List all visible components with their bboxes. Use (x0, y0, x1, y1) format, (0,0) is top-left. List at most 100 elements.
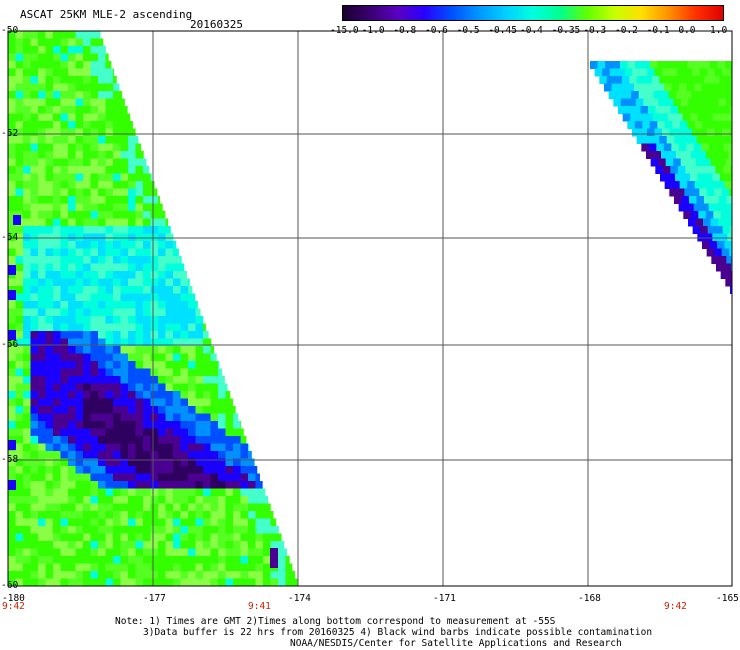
swath-cell (98, 331, 106, 339)
swath-cell (698, 91, 707, 99)
swath-cell (128, 226, 136, 234)
swath-cell (195, 556, 204, 564)
swath-cell (150, 196, 159, 204)
swath-cell (647, 128, 655, 137)
swath-cell (15, 278, 24, 287)
swath-cell (629, 76, 638, 84)
swath-cell (143, 308, 151, 317)
swath-cell (38, 323, 46, 332)
swath-cell (173, 571, 181, 579)
swath-cell (98, 173, 106, 182)
swath-cell (128, 346, 136, 354)
swath-cell (105, 121, 114, 129)
swath-cell (664, 83, 672, 92)
swath-cell (45, 218, 54, 227)
swath-cell (15, 68, 24, 77)
swath-cell (218, 376, 225, 384)
swath-cell (98, 106, 106, 114)
swath-cell (630, 113, 639, 122)
swath-cell (113, 511, 121, 519)
swath-cell (105, 166, 114, 174)
swath-cell (248, 571, 256, 579)
swath-cell (293, 578, 298, 587)
swath-cell (113, 571, 121, 579)
swath-cell (693, 203, 702, 212)
swath-cell (248, 458, 255, 467)
swath-cell (135, 578, 144, 587)
swath-cell (240, 571, 249, 579)
swath-cell (90, 563, 99, 572)
swath-cell (75, 466, 84, 474)
swath-cell (180, 563, 189, 572)
swath-cell (671, 143, 680, 152)
swath-cell (113, 526, 121, 534)
swath-cell (53, 338, 61, 347)
swath-cell (150, 293, 159, 302)
swath-cell (45, 38, 54, 47)
swath-cell (240, 458, 249, 467)
swath-cell (188, 571, 196, 579)
swath-cell (15, 436, 24, 444)
swath-cell (8, 376, 16, 384)
swath-cell (255, 473, 260, 482)
swath-cell (53, 473, 61, 482)
swath-cell (180, 323, 189, 332)
swath-cell (255, 578, 264, 587)
swath-cell (53, 203, 61, 212)
swath-cell (128, 466, 136, 474)
swath-cell (45, 488, 54, 497)
swath-cell (60, 38, 69, 47)
swath-cell (650, 61, 658, 69)
swath-cell (203, 481, 211, 489)
swath-cell (90, 203, 99, 212)
swath-cell (218, 481, 226, 489)
swath-cell (670, 106, 679, 114)
swath-cell (38, 151, 46, 159)
swath-cell (143, 218, 151, 227)
swath-cell (105, 136, 114, 144)
swath-cell (83, 68, 91, 77)
swath-cell (15, 256, 24, 264)
swath-cell (83, 308, 91, 317)
swath-cell (75, 128, 84, 137)
swath-cell (90, 256, 99, 264)
swath-cell (120, 196, 129, 204)
swath-cell (38, 563, 46, 572)
swath-cell (173, 308, 181, 317)
swath-cell (113, 166, 121, 174)
swath-cell (53, 113, 61, 122)
swath-cell (75, 121, 84, 129)
swath-cell (60, 421, 69, 429)
swath-cell (165, 248, 174, 257)
swath-cell (113, 428, 121, 437)
swath-cell (68, 271, 76, 279)
swath-cell (195, 563, 204, 572)
swath-cell (248, 481, 256, 489)
swath-cell (661, 91, 670, 99)
swath-cell (23, 38, 31, 47)
swath-cell (722, 68, 731, 77)
swath-cell (165, 458, 174, 467)
swath-cell (240, 548, 249, 557)
swath-cell (716, 143, 725, 152)
swath-cell (700, 166, 709, 174)
swath-cell (180, 331, 189, 339)
swath-cell (210, 398, 219, 407)
swath-cell (53, 436, 61, 444)
swath-cell (150, 556, 159, 564)
swath-cell (710, 218, 719, 227)
swath-cell (75, 166, 84, 174)
swath-cell (60, 271, 69, 279)
swath-cell (240, 436, 247, 444)
swath-cell (15, 428, 24, 437)
swath-cell (45, 526, 54, 534)
swath-cell (83, 301, 91, 309)
swath-cell (68, 413, 76, 422)
swath-cell (173, 511, 181, 519)
swath-cell (188, 578, 196, 587)
swath-cell (53, 518, 61, 527)
swath-cell (622, 113, 631, 122)
swath-cell (725, 278, 733, 287)
swath-cell (188, 488, 196, 497)
